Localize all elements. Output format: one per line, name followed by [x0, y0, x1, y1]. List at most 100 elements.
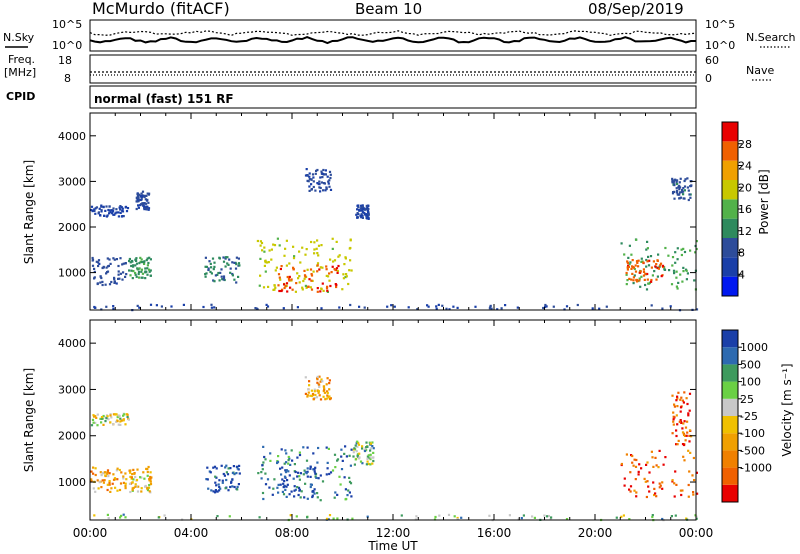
echo-cell	[215, 467, 218, 470]
echo-cell	[331, 265, 334, 268]
echo-cell	[209, 471, 212, 474]
echo-cell	[361, 216, 364, 219]
echo-cell	[279, 483, 282, 486]
echo-cell	[283, 475, 287, 478]
echo-cell	[328, 514, 332, 517]
echo-cell	[272, 243, 275, 246]
echo-cell	[651, 514, 654, 517]
echo-cell	[639, 270, 642, 273]
echo-cell	[312, 490, 315, 493]
echo-cell	[136, 198, 139, 201]
echo-cell	[319, 398, 323, 401]
echo-cell	[125, 478, 128, 481]
echo-cell	[139, 476, 142, 479]
echo-cell	[653, 493, 656, 497]
echo-cell	[235, 263, 238, 266]
echo-cell	[687, 198, 690, 202]
echo-cell	[264, 260, 267, 263]
echo-cell	[544, 305, 547, 309]
echo-cell	[98, 207, 101, 210]
echo-cell	[363, 306, 366, 309]
echo-cell	[96, 479, 99, 482]
echo-cell	[348, 247, 351, 250]
echo-cell	[545, 305, 548, 308]
echo-cell	[93, 267, 96, 270]
power-panel: 1000 2000 3000 4000 Slant Range [km] 4 8 12 16…	[22, 112, 771, 312]
echo-cell	[144, 277, 147, 280]
echo-cell	[415, 515, 418, 518]
echo-cell	[297, 493, 300, 497]
echo-cell	[285, 461, 288, 464]
freq-label: Freq.	[8, 53, 35, 66]
echo-cell	[128, 257, 131, 261]
echo-cell	[100, 209, 103, 212]
echo-cell	[210, 272, 213, 275]
echo-cell	[128, 482, 132, 485]
echo-cell	[317, 182, 320, 186]
echo-cell	[223, 278, 226, 282]
echo-cell	[359, 460, 363, 463]
echo-cell	[309, 465, 312, 468]
echo-cell	[644, 480, 647, 483]
echo-cell	[671, 192, 675, 195]
echo-cell	[238, 264, 241, 267]
echo-cell	[105, 305, 108, 308]
echo-cell	[117, 414, 120, 417]
echo-cell	[97, 264, 100, 268]
echo-cell	[686, 177, 689, 180]
echo-cell	[269, 452, 272, 455]
echo-cell	[674, 251, 677, 254]
echo-cell	[209, 270, 212, 273]
echo-cell	[632, 282, 635, 285]
echo-cell	[267, 261, 270, 264]
echo-cell	[677, 439, 680, 442]
echo-cell	[338, 306, 341, 309]
echo-cell	[288, 279, 291, 282]
echo-cell	[288, 275, 291, 278]
echo-cell	[683, 189, 686, 192]
echo-cell	[632, 276, 635, 279]
echo-cell	[218, 479, 221, 482]
echo-cell	[235, 281, 238, 284]
echo-cell	[254, 307, 257, 310]
echo-cell	[416, 308, 419, 311]
echo-cell	[488, 514, 491, 517]
echo-cell	[217, 271, 220, 275]
echo-cell	[635, 491, 638, 494]
echo-cell	[292, 266, 295, 269]
echo-cell	[646, 240, 649, 243]
echo-cell	[310, 273, 313, 276]
echo-cell	[361, 209, 364, 212]
echo-cell	[230, 481, 233, 484]
echo-cell	[224, 257, 227, 260]
echo-cell	[688, 392, 692, 395]
echo-cell	[91, 259, 94, 262]
echo-cell	[293, 463, 296, 466]
echo-cell	[120, 514, 123, 517]
echo-cell	[369, 463, 372, 466]
echo-cell	[143, 205, 146, 208]
echo-cell	[634, 270, 638, 273]
echo-cell	[316, 239, 319, 242]
echo-cell	[350, 448, 353, 451]
echo-cell	[676, 287, 679, 290]
echo-cell	[109, 421, 112, 424]
velocity-colorbar-tick: -500	[740, 444, 765, 457]
echo-cell	[104, 474, 107, 477]
echo-cell	[124, 484, 127, 487]
echo-cell	[333, 496, 336, 499]
echo-cell	[694, 251, 697, 254]
echo-cell	[317, 244, 321, 247]
echo-cell	[654, 492, 657, 495]
echo-cell	[348, 480, 352, 483]
echo-cell	[679, 273, 682, 276]
echo-cell	[262, 445, 265, 448]
echo-cell	[300, 490, 303, 493]
echo-cell	[108, 205, 111, 208]
echo-cell	[146, 198, 149, 201]
echo-cell	[348, 269, 351, 272]
echo-cell	[344, 445, 347, 448]
echo-cell	[675, 429, 678, 432]
echo-cell	[217, 483, 220, 486]
echo-cell	[689, 193, 692, 196]
